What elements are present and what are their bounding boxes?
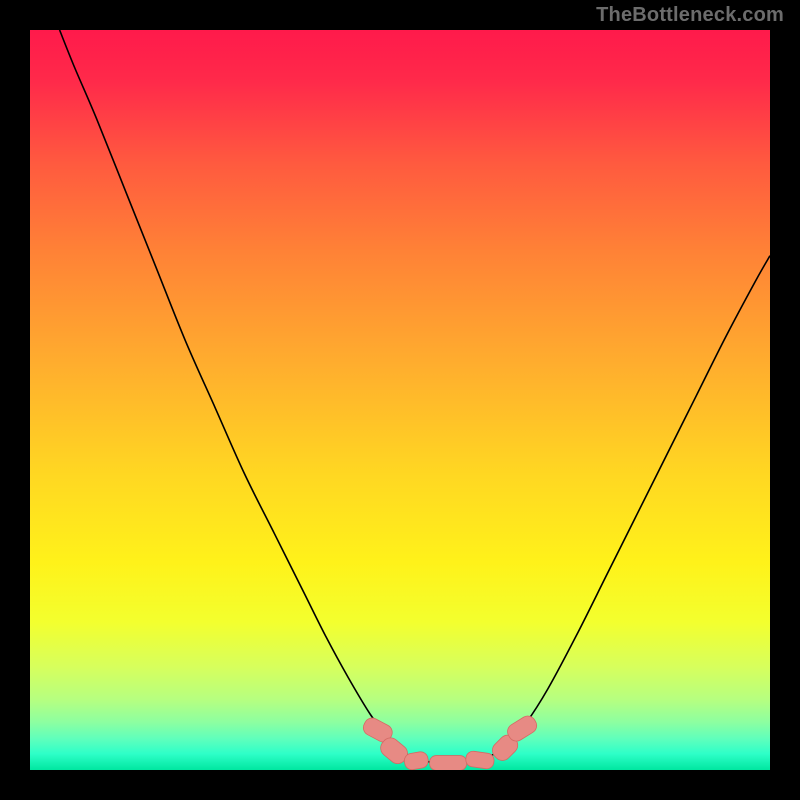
- source-watermark: TheBottleneck.com: [596, 4, 784, 27]
- curve-marker: [430, 756, 467, 770]
- chart-svg: [30, 30, 770, 770]
- plot-area: [30, 30, 770, 770]
- chart-frame: TheBottleneck.com: [0, 0, 800, 800]
- gradient-background: [30, 30, 770, 770]
